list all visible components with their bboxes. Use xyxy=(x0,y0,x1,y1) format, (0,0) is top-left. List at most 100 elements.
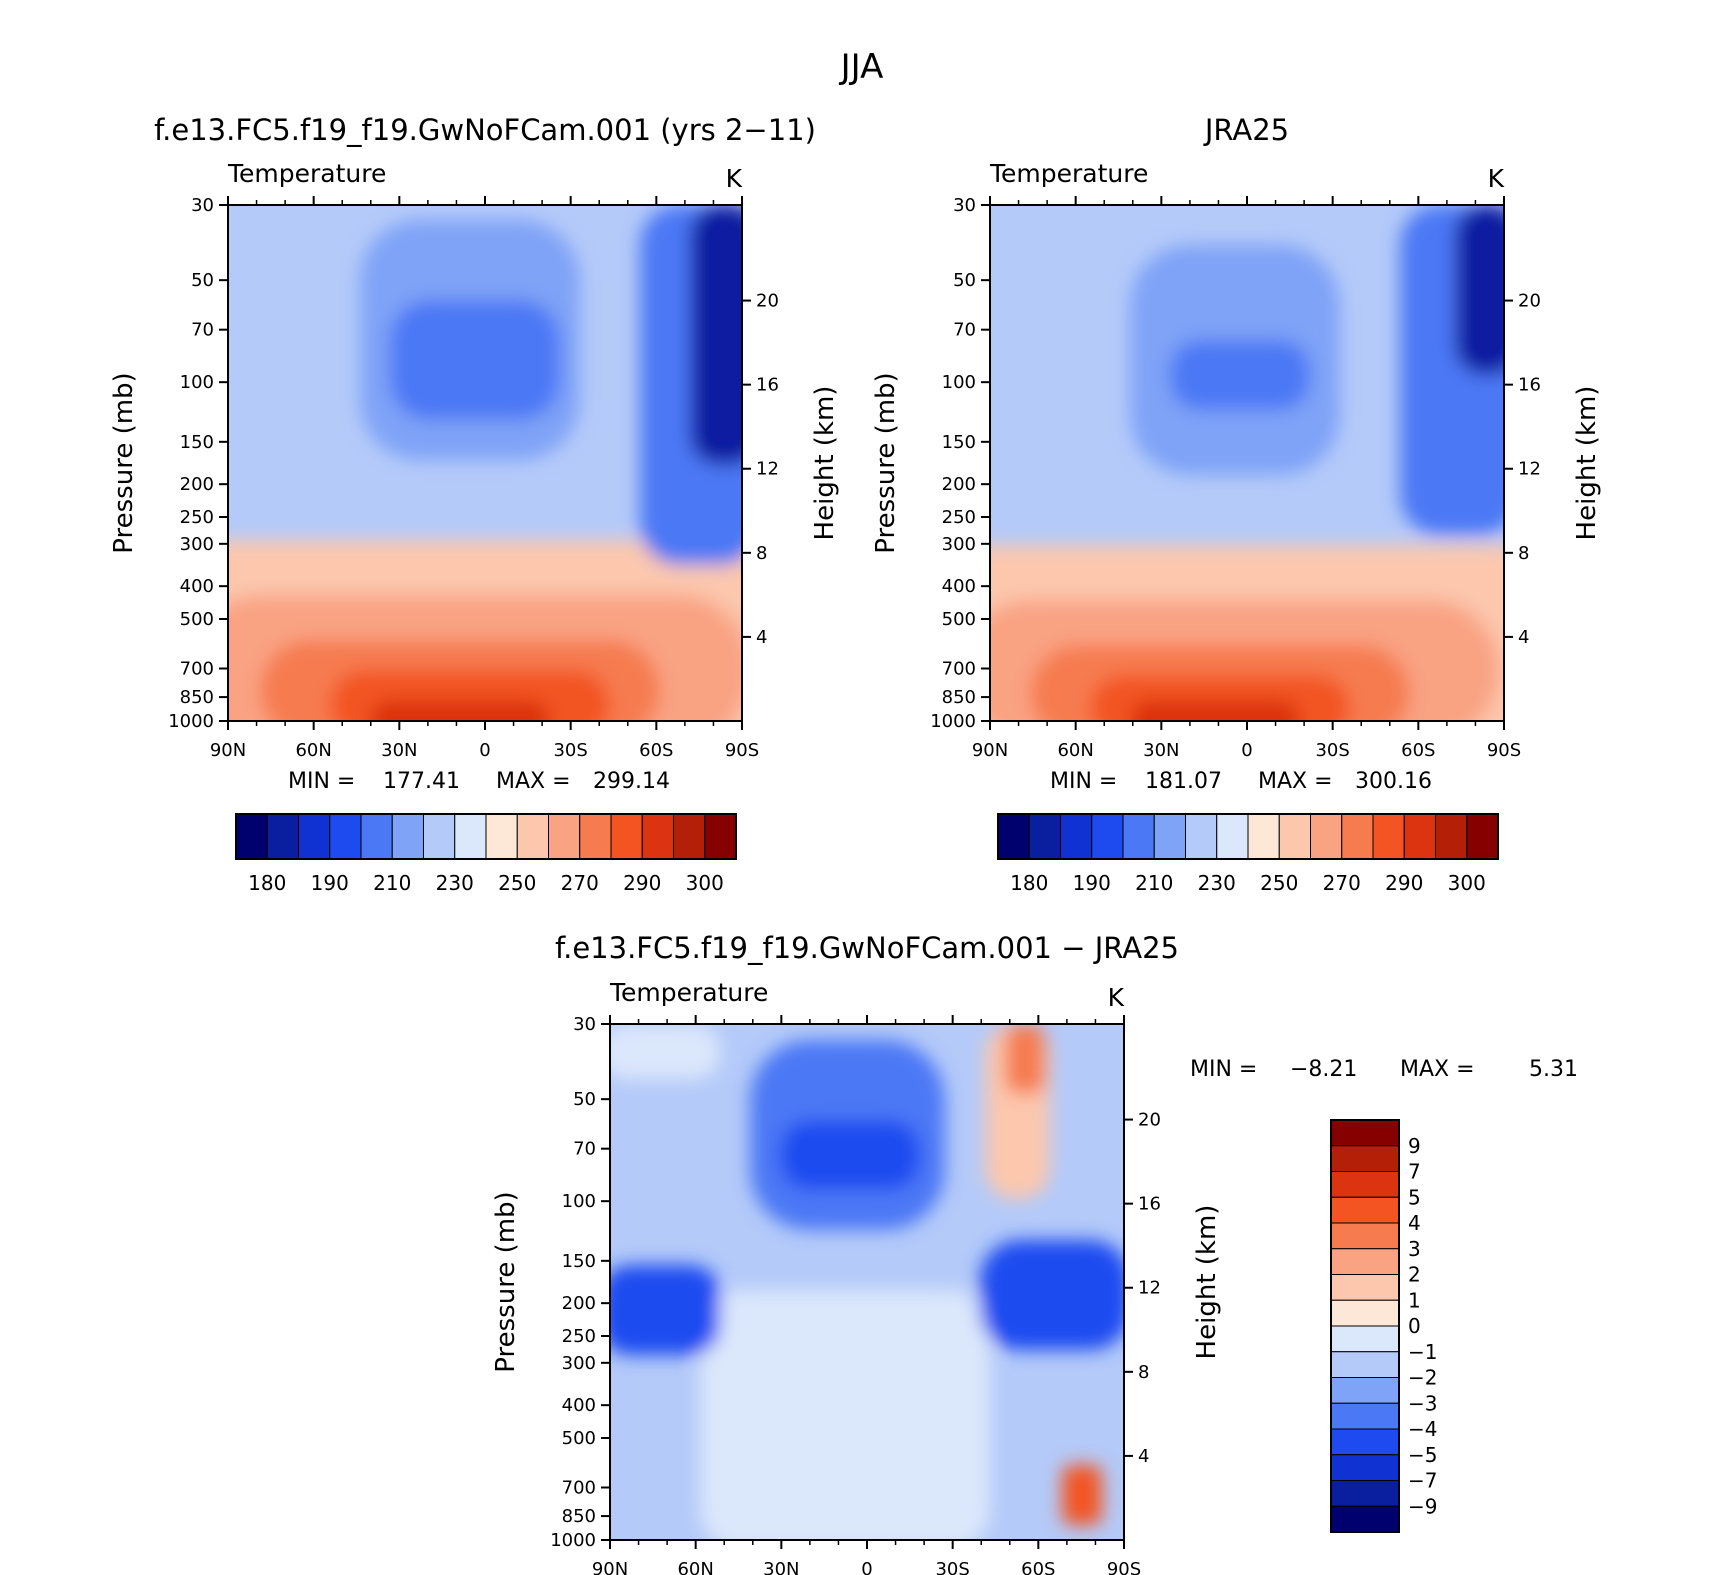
panel-model-max-label: MAX = xyxy=(496,769,571,794)
pressure-tick-label: 70 xyxy=(573,1139,596,1160)
colorbar-box xyxy=(673,813,706,860)
colorbar-box xyxy=(266,813,299,860)
cold-tropopause-south xyxy=(980,1240,1124,1350)
colorbar-box xyxy=(1310,813,1343,860)
lat-tick-label: 60N xyxy=(1057,740,1093,761)
pressure-tick-label: 700 xyxy=(562,1478,596,1499)
lat-tick-label: 30S xyxy=(935,1559,969,1575)
colorbar-box xyxy=(454,813,487,860)
colorbar-label: −9 xyxy=(1408,1494,1437,1518)
panel-diff-min-label: MIN = xyxy=(1190,1057,1257,1082)
tropo-core xyxy=(1170,340,1310,410)
colorbar-label: −1 xyxy=(1408,1340,1437,1364)
colorbar-label: 210 xyxy=(373,871,411,895)
colorbar-label: 2 xyxy=(1408,1263,1421,1287)
colorbar-box xyxy=(1153,813,1186,860)
panel-obs-max-label: MAX = xyxy=(1258,769,1333,794)
height-tick-label: 16 xyxy=(1518,375,1541,396)
colorbar-label: 180 xyxy=(248,871,286,895)
lat-tick-label: 30N xyxy=(763,1559,799,1575)
colorbar-label: 3 xyxy=(1408,1237,1421,1261)
colorbar-box xyxy=(1216,813,1249,860)
panel-diff-subtitle: f.e13.FC5.f19_f19.GwNoFCam.001 − JRA25 xyxy=(555,931,1179,965)
band-295 xyxy=(1130,700,1300,721)
panel-model-min: 177.41 xyxy=(383,769,460,794)
height-tick-label: 16 xyxy=(1138,1194,1161,1215)
pressure-tick-label: 200 xyxy=(942,474,976,495)
colorbar-label: 300 xyxy=(1448,871,1486,895)
colorbar-label: 5 xyxy=(1408,1185,1421,1209)
colorbar-box xyxy=(1247,813,1280,860)
pressure-tick-label: 250 xyxy=(942,507,976,528)
height-tick-label: 4 xyxy=(1138,1446,1149,1467)
colorbar-label: 7 xyxy=(1408,1160,1421,1184)
pressure-tick-label: 700 xyxy=(942,659,976,680)
colorbar-label: −3 xyxy=(1408,1391,1437,1415)
panel-diff: f.e13.FC5.f19_f19.GwNoFCam.001 − JRA25 T… xyxy=(491,931,1578,1575)
panel-obs-variable: Temperature xyxy=(989,159,1148,188)
pressure-tick-label: 850 xyxy=(562,1506,596,1527)
panel-obs-min-label: MIN = xyxy=(1050,769,1117,794)
colorbar-box xyxy=(1330,1428,1400,1456)
colorbar-label: 270 xyxy=(561,871,599,895)
colorbar-box xyxy=(704,813,737,860)
colorbar-box xyxy=(1330,1480,1400,1507)
panel-model-field xyxy=(228,205,742,721)
pressure-tick-label: 400 xyxy=(562,1395,596,1416)
colorbar-box xyxy=(1028,813,1061,860)
pressure-tick-label: 200 xyxy=(180,474,214,495)
pressure-tick-label: 700 xyxy=(180,659,214,680)
colorbar-box xyxy=(1403,813,1436,860)
pressure-tick-label: 500 xyxy=(562,1428,596,1449)
colorbar-label: 290 xyxy=(1385,871,1423,895)
colorbar-label: 250 xyxy=(498,871,536,895)
panel-model-min-label: MIN = xyxy=(288,769,355,794)
lat-tick-label: 30N xyxy=(1143,740,1179,761)
lat-tick-label: 90N xyxy=(210,740,246,761)
panel-obs-colorbar: 180 190 210 230 250 270 290 300 xyxy=(997,813,1499,895)
pressure-tick-label: 150 xyxy=(180,432,214,453)
lat-tick-label: 90N xyxy=(972,740,1008,761)
colorbar-box xyxy=(1185,813,1218,860)
panel-obs-min: 181.07 xyxy=(1145,769,1222,794)
pressure-tick-label: 150 xyxy=(942,432,976,453)
panel-diff-y-ticks: 30 50 70 100 150 200 250 300 400 500 700 850 1000 20 1… xyxy=(550,1014,1161,1575)
pressure-tick-label: 30 xyxy=(573,1014,596,1035)
lat-tick-label: 90N xyxy=(592,1559,628,1575)
lat-tick-label: 90S xyxy=(1487,740,1521,761)
pressure-tick-label: 300 xyxy=(562,1353,596,1374)
colorbar-label: −4 xyxy=(1408,1417,1437,1441)
cold-stratosphere-core xyxy=(780,1120,920,1190)
panel-model-variable: Temperature xyxy=(227,159,386,188)
colorbar-box xyxy=(610,813,643,860)
colorbar-box xyxy=(423,813,456,860)
colorbar-box xyxy=(1330,1248,1400,1275)
colorbar-label: 300 xyxy=(686,871,724,895)
pole-colder xyxy=(1455,205,1504,375)
colorbar-label: 9 xyxy=(1408,1134,1421,1158)
pressure-tick-label: 150 xyxy=(562,1251,596,1272)
pressure-tick-label: 500 xyxy=(180,609,214,630)
panel-model: f.e13.FC5.f19_f19.GwNoFCam.001 (yrs 2−11… xyxy=(109,113,840,895)
cold-tropopause-north xyxy=(610,1265,720,1355)
panel-diff-ylabel: Pressure (mb) xyxy=(491,1191,521,1372)
lat-tick-label: 90S xyxy=(725,740,759,761)
height-tick-label: 20 xyxy=(756,291,779,312)
colorbar-box xyxy=(1330,1119,1400,1147)
pressure-tick-label: 1000 xyxy=(168,711,214,732)
colorbar-label: −5 xyxy=(1408,1443,1437,1467)
colorbar-box xyxy=(1330,1274,1400,1301)
colorbar-box xyxy=(997,813,1030,860)
pressure-tick-label: 50 xyxy=(573,1089,596,1110)
panel-diff-min: −8.21 xyxy=(1290,1057,1357,1082)
panel-model-ylabel: Pressure (mb) xyxy=(109,372,139,553)
lat-tick-label: 0 xyxy=(479,740,490,761)
lat-tick-label: 60S xyxy=(1401,740,1435,761)
lat-tick-label: 30N xyxy=(381,740,417,761)
warm-surface-pole xyxy=(1062,1465,1102,1525)
pressure-tick-label: 100 xyxy=(562,1191,596,1212)
pressure-tick-label: 200 xyxy=(562,1293,596,1314)
colorbar-label: 230 xyxy=(436,871,474,895)
pressure-tick-label: 1000 xyxy=(550,1530,596,1551)
